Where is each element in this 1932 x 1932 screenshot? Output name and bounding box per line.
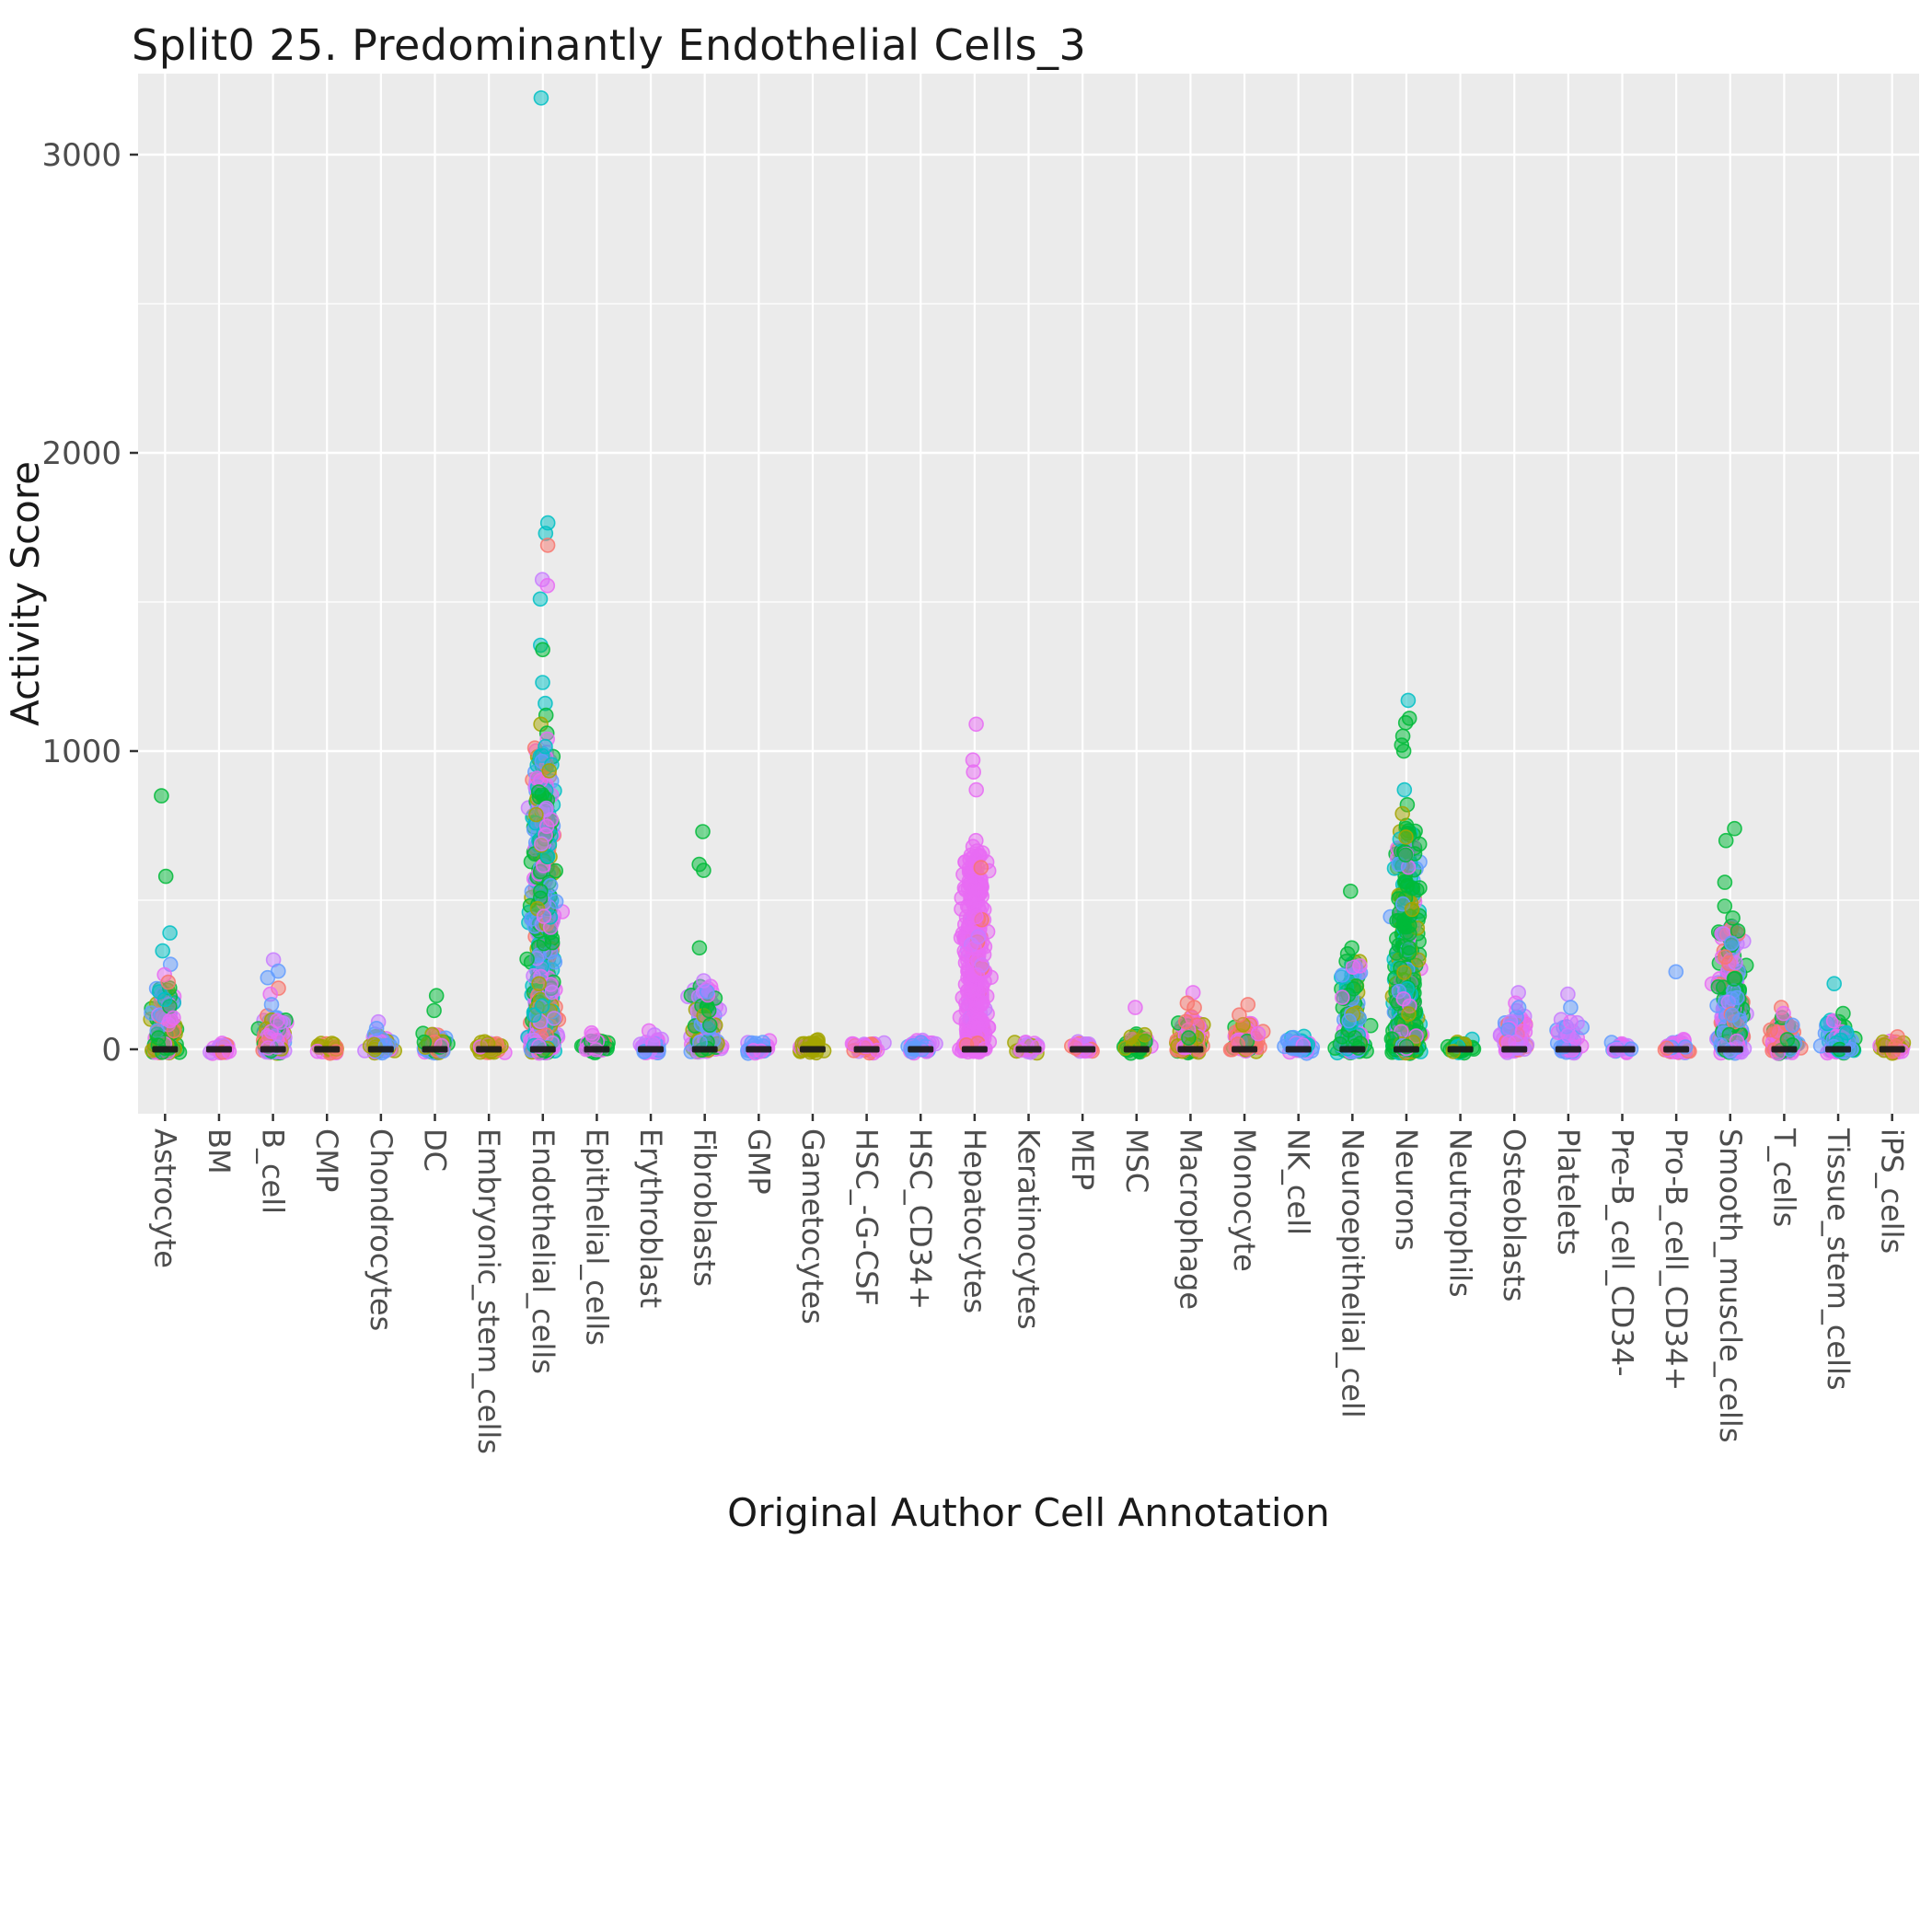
x-tick-label: Smooth_muscle_cells bbox=[1713, 1128, 1748, 1443]
y-tick-label: 1000 bbox=[41, 734, 121, 770]
zero-density-bar bbox=[1879, 1046, 1905, 1053]
zero-density-bar bbox=[476, 1046, 503, 1053]
x-tick-label: Monocyte bbox=[1227, 1128, 1262, 1272]
x-tick-label: Hepatocytes bbox=[957, 1128, 992, 1313]
x-tick-label: Pre-B_cell_CD34- bbox=[1605, 1128, 1640, 1377]
x-tick-label: Tissue_stem_cells bbox=[1821, 1128, 1856, 1391]
zero-density-bar bbox=[908, 1046, 934, 1053]
x-tick-label: DC bbox=[418, 1128, 453, 1172]
zero-density-bar bbox=[152, 1046, 179, 1053]
x-tick-label: Gametocytes bbox=[795, 1128, 830, 1325]
zero-density-bar bbox=[1609, 1046, 1636, 1053]
y-tick-label: 2000 bbox=[41, 435, 121, 472]
x-tick-label: HSC_CD34+ bbox=[903, 1128, 938, 1310]
zero-density-bar bbox=[1555, 1046, 1581, 1053]
x-tick-label: Pro-B_cell_CD34+ bbox=[1659, 1128, 1694, 1391]
zero-density-bar bbox=[961, 1046, 988, 1053]
x-tick-label: MEP bbox=[1065, 1128, 1100, 1190]
x-tick-label: MSC bbox=[1119, 1128, 1154, 1193]
x-tick-label: T_cells bbox=[1766, 1128, 1801, 1227]
y-axis-title: Activity Score bbox=[3, 461, 48, 726]
zero-density-bar bbox=[853, 1046, 880, 1053]
zero-density-bar bbox=[799, 1046, 826, 1053]
zero-density-bar bbox=[1717, 1046, 1743, 1053]
x-tick-label: Neuroepithelial_cell bbox=[1335, 1128, 1370, 1418]
y-tick-label: 3000 bbox=[41, 137, 121, 174]
zero-density-bar bbox=[1177, 1046, 1204, 1053]
zero-density-bar bbox=[1501, 1046, 1528, 1053]
axes: 0 1000 2000 3000 Astrocyte BM B_cell CMP Chondro… bbox=[3, 137, 1910, 1535]
x-tick-label: Neurons bbox=[1389, 1128, 1424, 1251]
x-tick-label: Osteoblasts bbox=[1497, 1128, 1532, 1301]
x-tick-label: Endothelial_cells bbox=[526, 1128, 561, 1374]
zero-density-bar bbox=[367, 1046, 394, 1053]
zero-density-bar bbox=[1015, 1046, 1042, 1053]
x-tick-label: Fibroblasts bbox=[688, 1128, 723, 1287]
x-tick-label: Embryonic_stem_cells bbox=[471, 1128, 506, 1454]
zero-density-bar bbox=[1663, 1046, 1690, 1053]
zero-density-bar bbox=[260, 1046, 286, 1053]
y-tick-label: 0 bbox=[101, 1032, 121, 1069]
zero-density-bar bbox=[1393, 1046, 1419, 1053]
zero-density-bar bbox=[205, 1046, 232, 1053]
x-axis-title: Original Author Cell Annotation bbox=[727, 1490, 1330, 1535]
zero-density-bar bbox=[529, 1046, 556, 1053]
zero-density-bar bbox=[1447, 1046, 1474, 1053]
zero-density-bar bbox=[422, 1046, 448, 1053]
zero-density-bar bbox=[1285, 1046, 1312, 1053]
x-tick-label: BM bbox=[202, 1128, 237, 1174]
data-points bbox=[143, 90, 1912, 1061]
gridlines bbox=[138, 74, 1919, 1114]
zero-density-bar bbox=[314, 1046, 341, 1053]
zero-density-bar bbox=[746, 1046, 772, 1053]
zero-density-bar bbox=[1070, 1046, 1096, 1053]
zero-density-bar bbox=[1339, 1046, 1366, 1053]
zero-density-bar bbox=[1825, 1046, 1852, 1053]
x-tick-label: CMP bbox=[309, 1128, 344, 1192]
x-tick-label: Epithelial_cells bbox=[579, 1128, 614, 1346]
x-tick-label: GMP bbox=[741, 1128, 776, 1195]
zero-density-bar bbox=[1771, 1046, 1798, 1053]
x-tick-label: B_cell bbox=[256, 1128, 291, 1214]
zero-density-bar bbox=[691, 1046, 718, 1053]
x-tick-label: Erythroblast bbox=[633, 1128, 668, 1308]
zero-density-bar bbox=[584, 1046, 610, 1053]
zero-density-bar bbox=[1123, 1046, 1150, 1053]
x-tick-label: Platelets bbox=[1551, 1128, 1586, 1255]
x-tick-label: Neutrophils bbox=[1443, 1128, 1478, 1298]
zero-density-bar bbox=[638, 1046, 665, 1053]
x-tick-label: Macrophage bbox=[1173, 1128, 1208, 1310]
x-tick-label: HSC_-G-CSF bbox=[850, 1128, 885, 1306]
x-tick-label: Astrocyte bbox=[147, 1128, 182, 1268]
chart-title: Split0 25. Predominantly Endothelial Cel… bbox=[132, 20, 1087, 70]
x-tick-label: Keratinocytes bbox=[1012, 1128, 1047, 1330]
x-tick-label: Chondrocytes bbox=[364, 1128, 399, 1331]
x-tick-label: iPS_cells bbox=[1875, 1128, 1910, 1254]
x-tick-label: NK_cell bbox=[1281, 1128, 1316, 1235]
zero-density-bar bbox=[1232, 1046, 1258, 1053]
